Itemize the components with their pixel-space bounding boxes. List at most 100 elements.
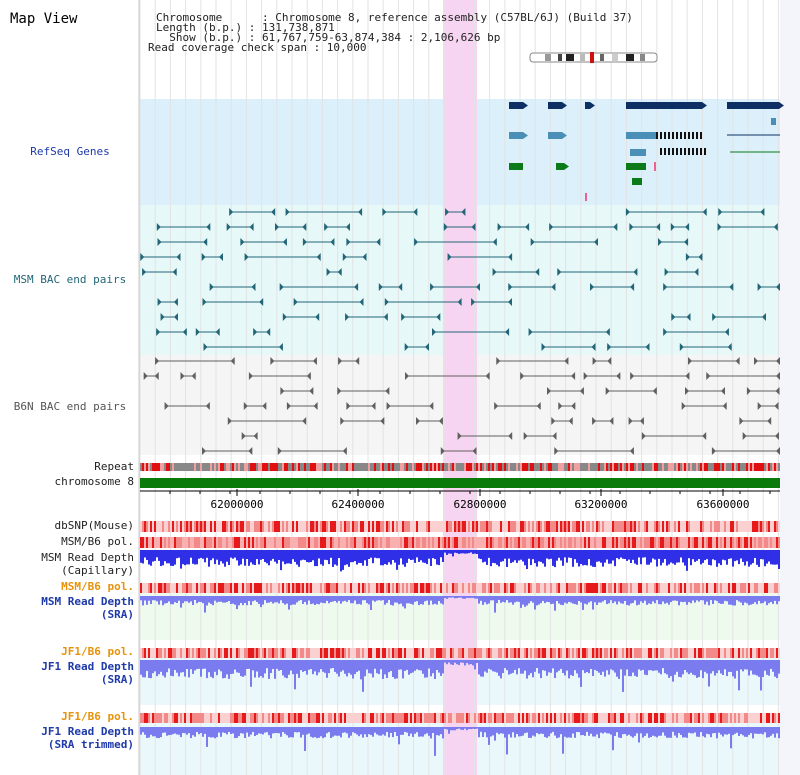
polymorphism-cell bbox=[508, 713, 510, 723]
read-depth-bar bbox=[198, 550, 200, 559]
msm-bac-end bbox=[712, 313, 717, 321]
polymorphism-cell bbox=[228, 537, 230, 548]
track-label-msm-bac[interactable]: MSM BAC end pairs bbox=[13, 273, 127, 286]
polymorphism-cell bbox=[722, 648, 724, 658]
repeat-element bbox=[516, 463, 518, 471]
polymorphism-cell bbox=[652, 648, 654, 658]
read-depth-bar bbox=[588, 550, 590, 560]
polymorphism-cell bbox=[652, 521, 654, 532]
polymorphism-cell bbox=[210, 521, 212, 532]
polymorphism-cell bbox=[742, 648, 744, 658]
read-depth-bar bbox=[332, 727, 334, 737]
b6n-bac-end bbox=[248, 372, 253, 380]
exon bbox=[676, 148, 678, 155]
polymorphism-cell bbox=[256, 583, 258, 593]
read-depth-bar bbox=[432, 596, 434, 605]
polymorphism-cell bbox=[360, 521, 362, 532]
polymorphism-cell bbox=[296, 537, 298, 548]
gene-block bbox=[727, 102, 779, 109]
read-depth-bar bbox=[660, 727, 662, 736]
polymorphism-cell bbox=[514, 648, 516, 658]
read-depth-bar bbox=[702, 660, 704, 679]
polymorphism-cell bbox=[182, 521, 184, 532]
polymorphism-cell bbox=[406, 521, 408, 532]
polymorphism-cell bbox=[628, 583, 630, 593]
polymorphism-cell bbox=[742, 521, 744, 532]
msm-bac-end bbox=[315, 313, 320, 321]
repeat-element bbox=[498, 463, 500, 471]
read-depth-bar bbox=[710, 660, 712, 674]
read-depth-bar bbox=[734, 550, 736, 562]
polymorphism-cell bbox=[376, 537, 378, 548]
polymorphism-cell bbox=[330, 648, 332, 658]
polymorphism-cell bbox=[520, 583, 522, 593]
read-depth-bar bbox=[566, 550, 568, 563]
polymorphism-cell bbox=[182, 713, 184, 723]
read-depth-bar bbox=[230, 727, 232, 734]
polymorphism-cell bbox=[516, 537, 518, 548]
read-depth-bar bbox=[342, 550, 344, 570]
polymorphism-cell bbox=[372, 648, 374, 658]
ideogram-position-marker bbox=[590, 52, 594, 63]
polymorphism-cell bbox=[342, 648, 344, 658]
repeat-element bbox=[530, 463, 532, 471]
polymorphism-cell bbox=[572, 583, 574, 593]
read-depth-bar bbox=[310, 727, 312, 737]
repeat-element bbox=[234, 463, 236, 471]
polymorphism-cell bbox=[380, 537, 382, 548]
polymorphism-cell bbox=[432, 537, 434, 548]
read-depth-bar bbox=[580, 550, 582, 564]
polymorphism-cell bbox=[690, 648, 692, 658]
read-depth-bar bbox=[682, 727, 684, 738]
polymorphism-cell bbox=[348, 583, 350, 593]
polymorphism-cell bbox=[716, 583, 718, 593]
polymorphism-cell bbox=[548, 648, 550, 658]
read-depth-bar bbox=[448, 596, 450, 598]
polymorphism-cell bbox=[550, 648, 552, 658]
polymorphism-cell bbox=[216, 537, 218, 548]
polymorphism-cell bbox=[672, 713, 674, 723]
read-depth-bar bbox=[518, 660, 520, 669]
polymorphism-cell bbox=[198, 713, 200, 723]
read-depth-bar bbox=[426, 660, 428, 678]
polymorphism-cell bbox=[220, 537, 222, 548]
read-depth-bar bbox=[142, 550, 144, 564]
read-depth-bar bbox=[254, 596, 256, 601]
repeat-element bbox=[522, 463, 524, 471]
track-label-refseq[interactable]: RefSeq Genes bbox=[30, 145, 110, 158]
read-depth-bar bbox=[740, 660, 742, 670]
read-depth-bar bbox=[386, 660, 388, 678]
polymorphism-cell bbox=[386, 537, 388, 548]
read-depth-bar bbox=[508, 596, 510, 603]
polymorphism-cell bbox=[576, 713, 578, 723]
polymorphism-cell bbox=[544, 713, 546, 723]
read-depth-bar bbox=[406, 660, 408, 670]
read-depth-bar bbox=[312, 660, 314, 675]
track-label-b6n-bac[interactable]: B6N BAC end pairs bbox=[13, 400, 127, 413]
read-depth-bar bbox=[760, 727, 762, 734]
read-depth-bar bbox=[464, 727, 466, 729]
polymorphism-cell bbox=[772, 713, 774, 723]
polymorphism-cell bbox=[616, 713, 618, 723]
read-depth-bar bbox=[714, 660, 716, 676]
polymorphism-cell bbox=[764, 648, 766, 658]
msm-bac-end bbox=[282, 238, 287, 246]
polymorphism-cell bbox=[488, 537, 490, 548]
read-depth-bar bbox=[748, 550, 750, 567]
polymorphism-cell bbox=[158, 537, 160, 548]
polymorphism-cell bbox=[482, 521, 484, 532]
polymorphism-cell bbox=[464, 521, 466, 532]
polymorphism-cell bbox=[208, 713, 210, 723]
read-depth-bar bbox=[260, 596, 262, 608]
read-depth-bar bbox=[638, 660, 640, 670]
read-depth-bar bbox=[404, 660, 406, 671]
read-depth-bar bbox=[354, 727, 356, 734]
read-depth-bar bbox=[692, 550, 694, 560]
read-depth-bar bbox=[600, 550, 602, 563]
read-depth-bar bbox=[528, 727, 530, 738]
polymorphism-cell bbox=[158, 521, 160, 532]
read-depth-bar bbox=[630, 550, 632, 563]
read-depth-bar bbox=[716, 727, 718, 739]
msm-bac-end bbox=[525, 223, 530, 231]
polymorphism-cell bbox=[498, 648, 500, 658]
